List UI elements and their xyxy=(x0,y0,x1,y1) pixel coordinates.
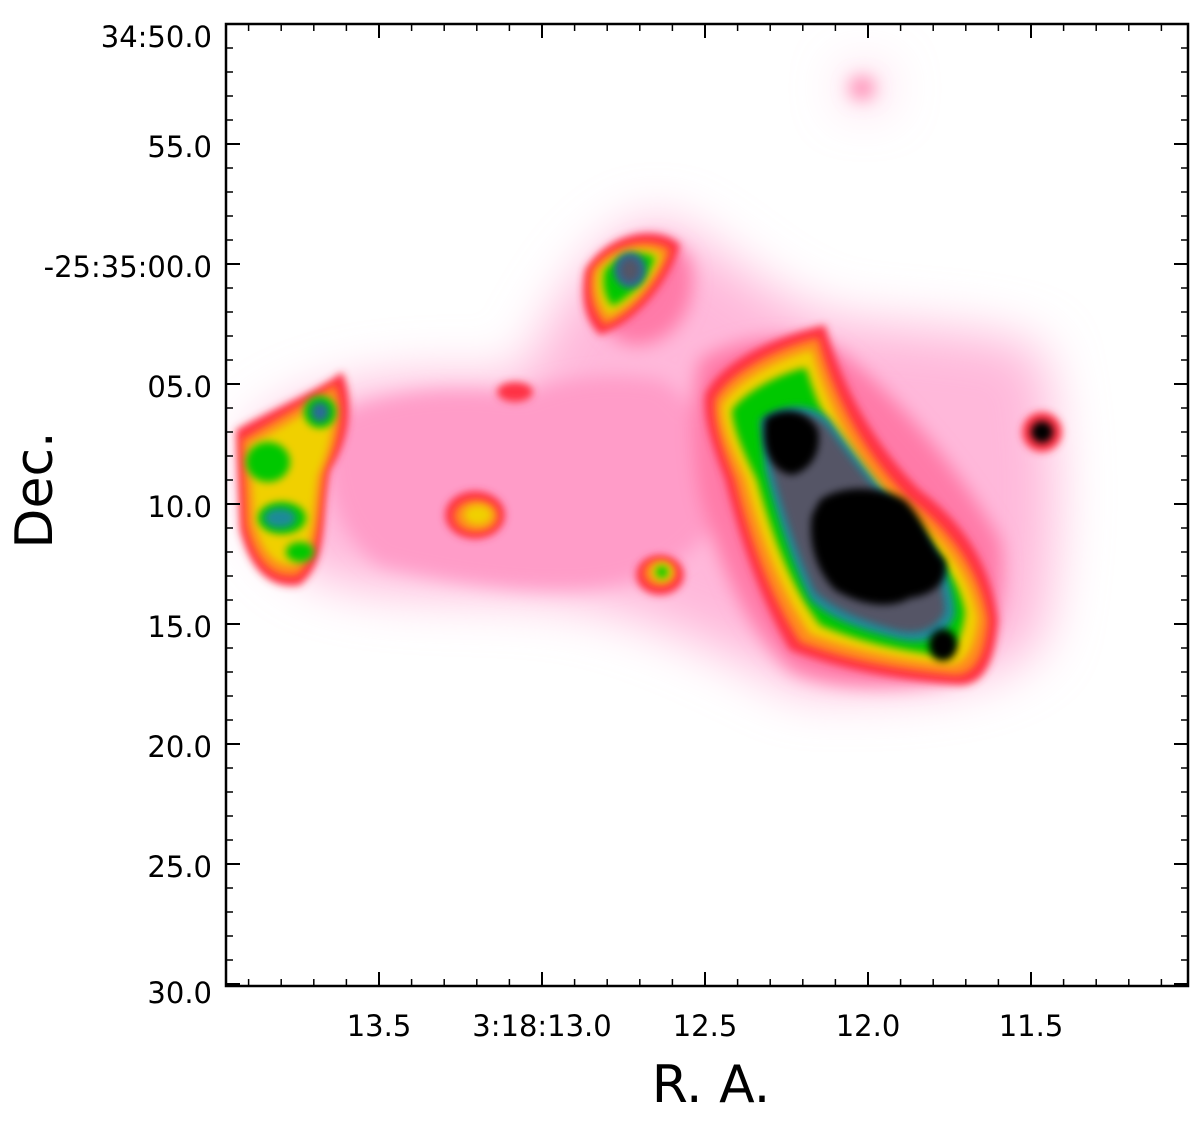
x-tick-labels: 13.5 3:18:13.0 12.5 12.0 11.5 xyxy=(347,1009,1064,1043)
y-tick-label: 15.0 xyxy=(147,610,212,644)
y-tick-label: 10.0 xyxy=(147,490,212,524)
x-tick-label: 11.5 xyxy=(999,1009,1064,1043)
y-tick-label: 55.0 xyxy=(147,130,212,164)
x-tick-label: 12.5 xyxy=(673,1009,738,1043)
x-tick-label: 12.0 xyxy=(836,1009,901,1043)
x-tick-label: 13.5 xyxy=(347,1009,412,1043)
y-tick-label: 30.0 xyxy=(147,976,212,1010)
x-tick-label: 3:18:13.0 xyxy=(472,1009,611,1043)
y-axis-label: Dec. xyxy=(5,431,65,548)
tick-marks xyxy=(226,23,1188,986)
y-tick-label: 25.0 xyxy=(147,850,212,884)
y-tick-labels: 34:50.0 55.0 -25:35:00.0 05.0 10.0 15.0 … xyxy=(44,20,212,1010)
y-tick-label: 34:50.0 xyxy=(101,20,212,54)
y-tick-label: 20.0 xyxy=(147,730,212,764)
x-axis-label: R. A. xyxy=(652,1055,771,1115)
emission-image xyxy=(226,24,1188,986)
y-tick-label: 05.0 xyxy=(147,370,212,404)
black-cores xyxy=(763,410,1053,661)
y-tick-label: -25:35:00.0 xyxy=(44,250,212,284)
